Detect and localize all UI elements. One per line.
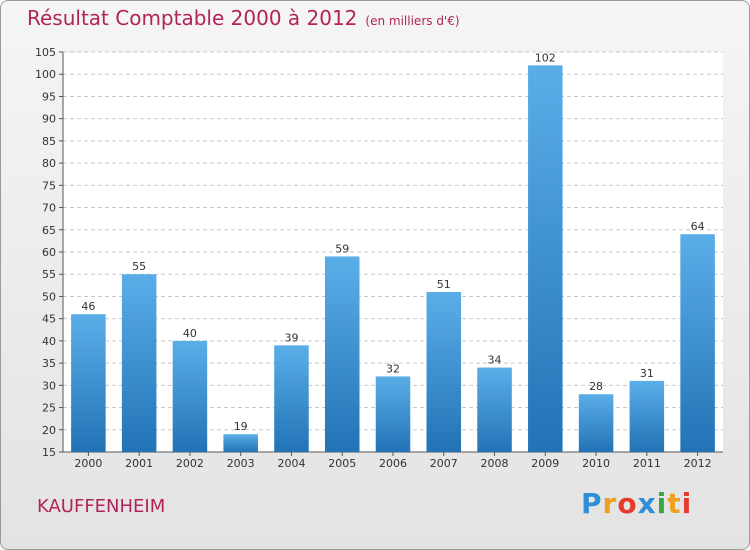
x-tick-label: 2005	[328, 457, 356, 470]
y-tick-label: 40	[42, 335, 56, 348]
y-tick-label: 70	[42, 202, 56, 215]
bar-value-label: 32	[386, 362, 400, 375]
bar	[223, 434, 258, 452]
bar-value-label: 40	[183, 327, 197, 340]
y-tick-label: 20	[42, 424, 56, 437]
logo-letter: t	[667, 487, 682, 520]
bar	[172, 340, 208, 452]
bar	[375, 376, 411, 452]
bar	[324, 256, 360, 452]
logo-letter: x	[637, 487, 657, 520]
chart-title-text: Résultat Comptable 2000 à 2012	[27, 6, 358, 30]
bar-value-label: 55	[132, 260, 146, 273]
x-tick-label: 2010	[582, 457, 610, 470]
bar	[71, 314, 106, 452]
chart-title: Résultat Comptable 2000 à 2012 (en millie…	[27, 6, 460, 30]
proxiti-logo: Proxiti	[581, 487, 692, 520]
logo-letter: r	[602, 487, 618, 520]
y-tick-label: 65	[42, 224, 56, 237]
bar-value-label: 31	[640, 367, 654, 380]
x-tick-label: 2000	[74, 457, 102, 470]
x-tick-label: 2008	[481, 457, 509, 470]
y-tick-label: 30	[42, 379, 56, 392]
bar-value-label: 39	[284, 331, 298, 344]
x-tick-label: 2012	[684, 457, 712, 470]
logo-letter: o	[617, 487, 638, 520]
bar	[477, 367, 512, 452]
bar-value-label: 46	[81, 300, 95, 313]
y-tick-label: 45	[42, 313, 56, 326]
y-tick-label: 85	[42, 135, 56, 148]
bar	[274, 345, 309, 452]
y-tick-label: 55	[42, 268, 56, 281]
bar	[680, 234, 715, 452]
x-tick-label: 2011	[633, 457, 661, 470]
y-tick-label: 50	[42, 290, 56, 303]
x-tick-label: 2006	[379, 457, 407, 470]
y-tick-label: 105	[35, 46, 56, 59]
bar	[578, 394, 614, 452]
x-tick-label: 2009	[531, 457, 559, 470]
x-tick-label: 2004	[277, 457, 305, 470]
bar-value-label: 34	[488, 354, 502, 367]
bar-value-label: 59	[335, 242, 349, 255]
chart-subtitle: (en milliers d'€)	[365, 14, 460, 28]
logo-letter: i	[681, 487, 693, 520]
y-tick-label: 75	[42, 179, 56, 192]
bar	[528, 65, 563, 452]
y-tick-label: 90	[42, 113, 56, 126]
commune-name: KAUFFENHEIM	[37, 496, 166, 517]
bar	[629, 380, 665, 452]
y-tick-label: 80	[42, 157, 56, 170]
y-tick-label: 35	[42, 357, 56, 370]
y-tick-label: 100	[35, 68, 56, 81]
bar	[121, 274, 157, 452]
x-tick-label: 2007	[430, 457, 458, 470]
bar-value-label: 102	[535, 51, 556, 64]
logo-letter: i	[656, 487, 668, 520]
y-tick-label: 95	[42, 90, 56, 103]
bar-value-label: 64	[691, 220, 705, 233]
y-tick-label: 15	[42, 446, 56, 459]
y-tick-label: 25	[42, 402, 56, 415]
x-tick-label: 2003	[227, 457, 255, 470]
logo-letter: P	[581, 487, 603, 520]
y-tick-label: 60	[42, 246, 56, 259]
x-tick-label: 2001	[125, 457, 153, 470]
x-tick-label: 2002	[176, 457, 204, 470]
bar-value-label: 19	[234, 420, 248, 433]
bar	[426, 292, 462, 452]
bar-value-label: 28	[589, 380, 603, 393]
bar-value-label: 51	[437, 278, 451, 291]
